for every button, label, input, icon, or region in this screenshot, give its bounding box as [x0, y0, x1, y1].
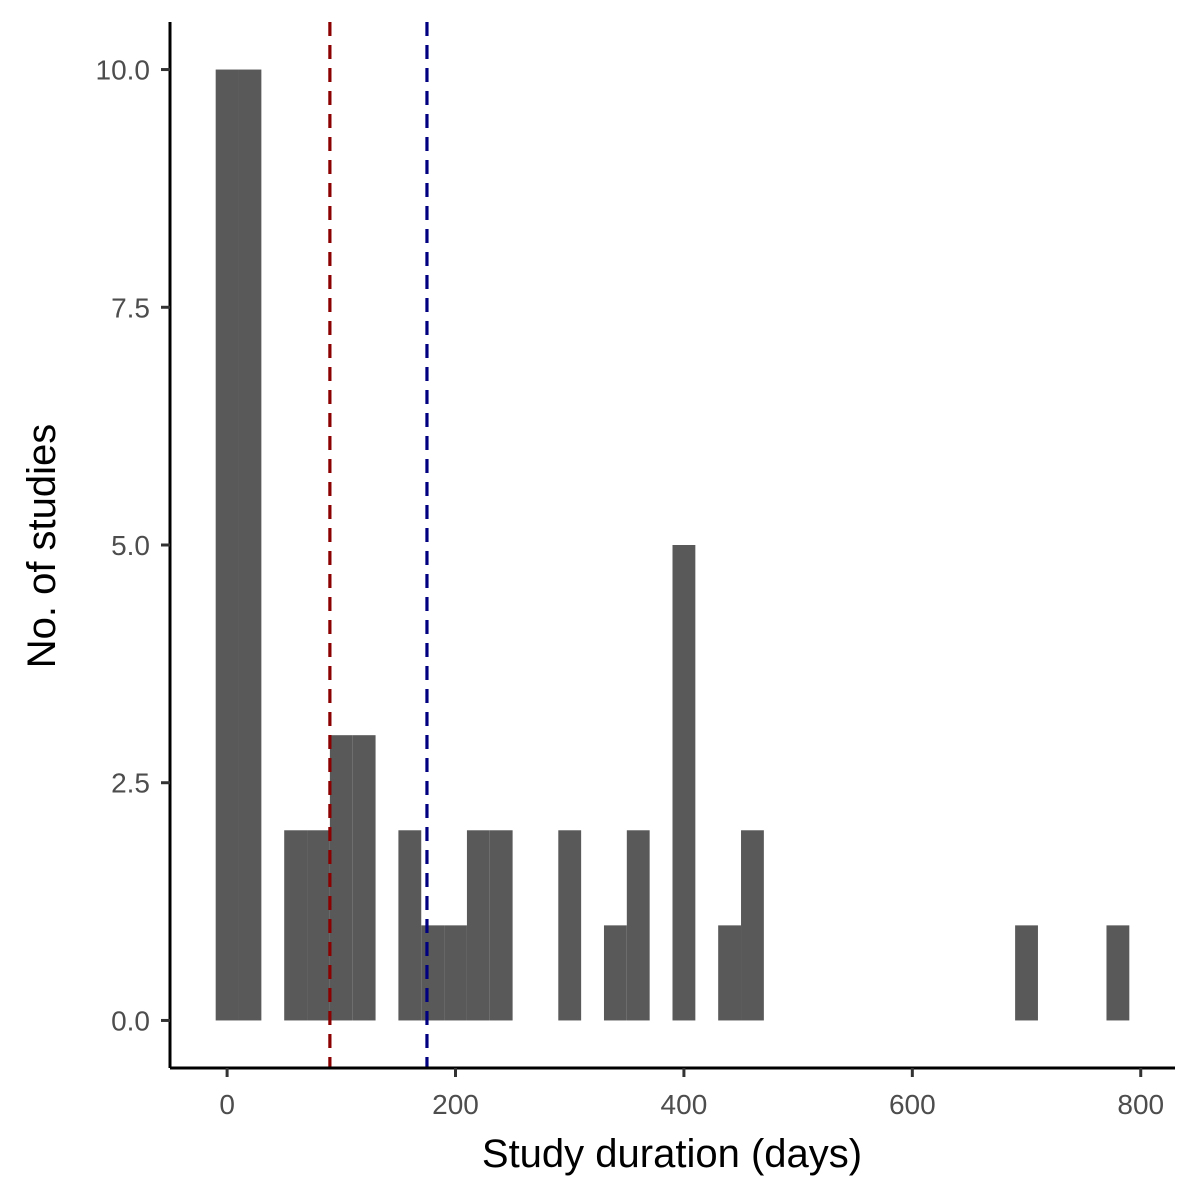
histogram-bar: [626, 830, 650, 1021]
histogram-bar: [238, 69, 262, 1021]
histogram-bar: [215, 69, 239, 1021]
histogram-bar: [741, 830, 764, 1021]
x-axis-title: Study duration (days): [482, 1132, 862, 1176]
bars-group: [215, 69, 1130, 1021]
histogram-bar: [284, 830, 308, 1021]
histogram-bar: [421, 925, 445, 1021]
x-tick-label: 0: [219, 1089, 235, 1120]
y-tick-label: 7.5: [111, 292, 150, 323]
histogram-bar: [1015, 925, 1038, 1021]
y-tick-label: 0.0: [111, 1005, 150, 1036]
histogram-bar: [1106, 925, 1130, 1021]
histogram-bar: [444, 925, 467, 1021]
histogram-bar: [603, 925, 627, 1021]
histogram-bar: [307, 830, 330, 1021]
histogram-bar: [329, 735, 353, 1021]
histogram-bar: [352, 735, 376, 1021]
histogram-bar: [558, 830, 582, 1021]
y-tick-label: 2.5: [111, 768, 150, 799]
y-axis-title: No. of studies: [20, 424, 64, 669]
x-tick-label: 200: [432, 1089, 479, 1120]
x-tick-label: 400: [661, 1089, 708, 1120]
histogram-bar: [398, 830, 422, 1021]
histogram-bar: [672, 545, 696, 1021]
histogram-bar: [489, 830, 513, 1021]
y-tick-label: 5.0: [111, 530, 150, 561]
histogram-bar: [718, 925, 742, 1021]
ticks-group: 0 200 400 600 800 0.0 2.5 5.0 7.5 10.0: [96, 55, 1165, 1120]
reference-lines-group: [328, 22, 429, 1068]
x-tick-label: 600: [889, 1089, 936, 1120]
y-tick-label: 10.0: [96, 55, 151, 86]
x-tick-label: 800: [1117, 1089, 1164, 1120]
histogram-bar: [466, 830, 490, 1021]
